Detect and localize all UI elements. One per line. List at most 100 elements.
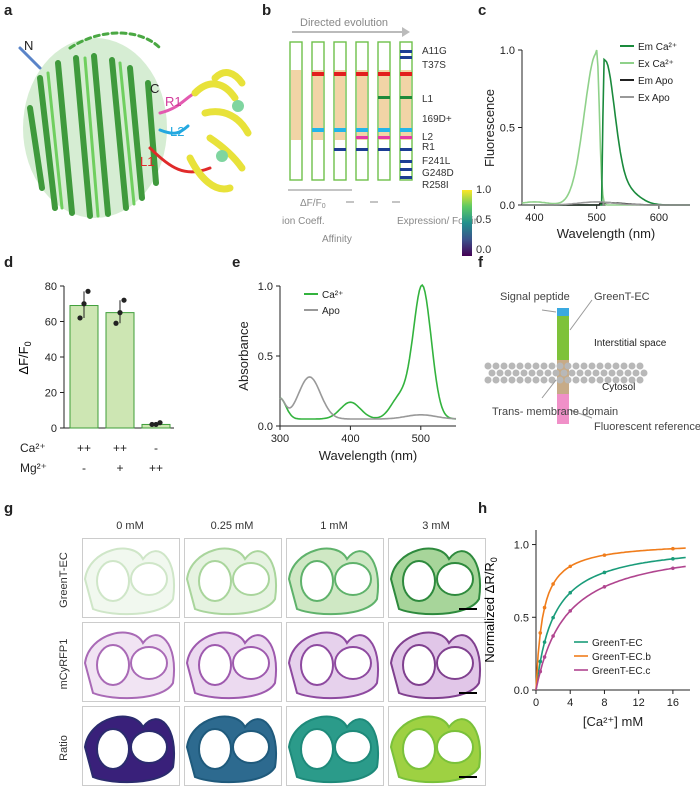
y-tick-label: 0.0 — [500, 200, 515, 212]
fit-curve — [535, 547, 686, 691]
mutation-label: R1 — [422, 142, 435, 153]
label-df: ΔF/F0 — [300, 198, 326, 210]
lipid — [556, 376, 564, 384]
lipid — [636, 362, 644, 370]
mark-f241l — [400, 148, 412, 151]
concentration-label: 0.25 mM — [210, 520, 254, 532]
linker-region — [335, 70, 345, 140]
y-tick-label: 40 — [45, 352, 57, 364]
fit-curve — [535, 565, 686, 691]
concentration-label: 1 mM — [320, 520, 348, 532]
panel-label-c: c — [478, 2, 487, 19]
data-point — [149, 421, 155, 428]
lipid — [572, 362, 580, 370]
lipid — [628, 362, 636, 370]
lipid — [500, 376, 508, 384]
label-l1: L1 — [140, 154, 154, 169]
mark-169d — [400, 96, 412, 99]
micrograph-tile — [286, 622, 384, 702]
data-point — [77, 315, 83, 321]
row-label: mCyRFP1 — [58, 638, 70, 690]
lipid — [540, 376, 548, 384]
mark-l1 — [356, 72, 368, 76]
colorbar-tick: 1.0 — [476, 184, 492, 196]
y-tick-label: 80 — [45, 281, 57, 293]
lipid — [492, 362, 500, 370]
linker-region — [379, 70, 389, 140]
lipid — [636, 376, 644, 384]
lipid — [588, 376, 596, 384]
y-tick-label: 0.0 — [514, 685, 529, 697]
y-axis-label: Fluorescence — [482, 89, 497, 167]
panel-label-h: h — [478, 500, 488, 517]
data-point — [671, 566, 675, 571]
y-tick-label: 0.5 — [500, 123, 515, 135]
legend-label: Apo — [322, 306, 340, 317]
fluorescence-spectra-chart: 400 500 600 0.0 0.5 1.0 Em Ca²⁺ Ex Ca²⁺ Em Apo Ex… — [482, 42, 690, 241]
label-c: C — [150, 81, 159, 96]
data-point — [542, 605, 547, 610]
mark-mut — [400, 56, 412, 59]
y-tick-label: 0.5 — [258, 351, 273, 363]
y-tick-label: 1.0 — [500, 45, 515, 57]
data-point — [121, 297, 127, 303]
ca-condition: ++ — [77, 441, 91, 455]
lipid — [584, 369, 592, 377]
imaging-grid: 0 mM 0.25 mM 1 mM 3 mM GreenT-EC mCyRFP1 Ratio — [30, 520, 486, 786]
data-point — [157, 420, 163, 426]
lipid — [600, 369, 608, 377]
mark-mut — [400, 176, 412, 179]
mutation-label: T37S — [422, 60, 446, 71]
lipid — [492, 376, 500, 384]
construct-bar — [311, 41, 325, 181]
micrograph-tile — [286, 706, 384, 786]
legend-label: Ex Ca²⁺ — [638, 59, 674, 70]
lipid — [560, 369, 568, 377]
lipid — [520, 369, 528, 377]
data-point — [153, 421, 159, 428]
y-axis-label: ΔF/F0 — [16, 341, 33, 374]
panel-label-g: g — [4, 500, 14, 517]
data-point — [602, 584, 607, 589]
mark-l2 — [312, 128, 324, 132]
micrograph-tile — [82, 538, 180, 618]
mark-l1 — [378, 72, 390, 76]
micrograph-tile — [82, 706, 180, 786]
lipid — [484, 362, 492, 370]
y-tick-label: 1.0 — [258, 281, 273, 293]
data-point — [602, 553, 607, 557]
lipid — [624, 369, 632, 377]
mark-l2 — [334, 128, 346, 132]
x-tick-label: 0 — [533, 697, 539, 709]
ca-condition: - — [154, 441, 158, 455]
data-point — [671, 546, 675, 551]
data-point — [602, 570, 607, 575]
ca-row-label: Ca²⁺ — [20, 441, 46, 455]
lipid — [500, 362, 508, 370]
panel-label-f: f — [478, 254, 483, 271]
mark-l1 — [400, 72, 412, 76]
label-cytosol: Cytosol — [602, 382, 635, 393]
colorbar — [462, 190, 472, 256]
label-extinction: Extinction Coeff. — [282, 216, 325, 227]
data-point — [568, 590, 573, 595]
membrane-schematic: Signal peptide GreenT-EC Interstitial sp… — [484, 291, 700, 433]
lipid — [516, 376, 524, 384]
lipid — [592, 369, 600, 377]
label-l2: L2 — [170, 124, 184, 139]
label-n: N — [24, 38, 33, 53]
lipid — [496, 369, 504, 377]
lipid — [548, 376, 556, 384]
x-tick-label: 12 — [633, 697, 645, 709]
x-axis-label: Wavelength (nm) — [557, 226, 656, 241]
lipid — [532, 362, 540, 370]
data-point — [85, 288, 91, 294]
x-tick-label: 500 — [587, 212, 605, 224]
mark-f241l — [356, 148, 368, 151]
legend-label: Em Apo — [638, 76, 673, 87]
mark-169d — [378, 96, 390, 99]
data-point — [551, 634, 555, 638]
x-tick-label: 16 — [667, 697, 679, 709]
legend-label: Ex Apo — [638, 93, 670, 104]
construct-bar — [355, 41, 369, 181]
